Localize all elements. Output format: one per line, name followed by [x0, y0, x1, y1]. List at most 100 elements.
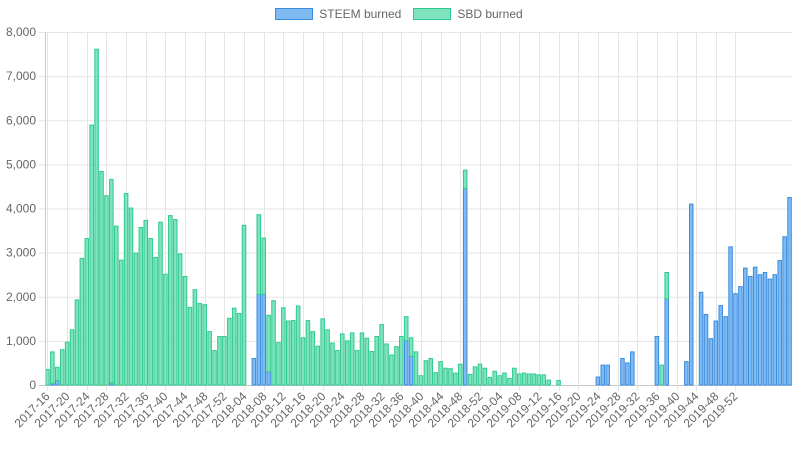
bar-steem [767, 278, 773, 386]
bar-sbd [487, 376, 493, 386]
bar-steem [688, 203, 694, 386]
bar-sbd [516, 373, 522, 386]
bar-steem [713, 320, 719, 386]
bar-sbd [133, 252, 139, 386]
legend-swatch-steem [275, 8, 314, 20]
bar-sbd [50, 351, 55, 385]
bar-sbd [310, 331, 316, 386]
bar-sbd [521, 372, 527, 386]
legend-item-sbd[interactable]: SBD burned [413, 7, 523, 21]
bar-sbd [369, 350, 375, 386]
bar-sbd [227, 317, 232, 386]
bar-sbd [664, 271, 669, 300]
bar-sbd [379, 324, 384, 386]
bar-steem [403, 340, 409, 386]
bar-sbd [354, 350, 360, 386]
bar-sbd [177, 253, 183, 386]
bar-sbd [423, 360, 429, 386]
bar-steem [787, 196, 792, 386]
bar-sbd [364, 337, 370, 386]
bar-sbd [69, 329, 75, 386]
bar-steem [777, 260, 782, 386]
bar-sbd [458, 363, 463, 386]
y-tick-label: 3,000 [6, 246, 36, 260]
bar-steem [728, 246, 733, 386]
bar-steem [747, 275, 753, 386]
bar-sbd [94, 48, 99, 386]
bar-sbd [104, 195, 109, 386]
bar-sbd [79, 257, 85, 386]
bar-steem [684, 361, 689, 386]
bar-sbd [507, 377, 512, 386]
bar-sbd [256, 214, 262, 296]
bar-sbd [197, 302, 203, 386]
bar-sbd [467, 373, 473, 386]
bar-sbd [148, 238, 153, 386]
bar-sbd [109, 178, 114, 384]
bar-sbd [320, 318, 325, 386]
bar-sbd [74, 299, 80, 386]
bar-sbd [99, 170, 104, 386]
bar-sbd [399, 335, 404, 386]
bar-sbd [315, 345, 321, 386]
bar-sbd [59, 349, 65, 386]
bar-sbd [394, 346, 399, 386]
bar-sbd [344, 340, 350, 386]
bar-sbd [659, 364, 665, 386]
bar-sbd [349, 332, 355, 386]
bar-sbd [482, 367, 488, 386]
bar-steem [664, 298, 669, 386]
bar-steem [256, 294, 262, 386]
y-tick-label: 2,000 [6, 290, 36, 304]
bar-steem [708, 338, 714, 386]
bar-sbd [202, 304, 207, 386]
bar-sbd [443, 367, 448, 386]
bar-sbd [300, 337, 306, 386]
bar-sbd [335, 350, 340, 386]
bar-steem [733, 293, 738, 386]
bar-sbd [453, 372, 458, 386]
bar-steem [772, 274, 778, 386]
bar-steem [55, 380, 60, 386]
bar-sbd [472, 366, 478, 386]
bar-sbd [168, 215, 173, 386]
bar-steem [654, 335, 660, 386]
bar-sbd [192, 289, 198, 386]
legend-label-steem: STEEM burned [319, 7, 402, 21]
bar-sbd [462, 169, 468, 190]
bar-sbd [536, 374, 542, 386]
bar-sbd [231, 307, 237, 386]
bar-sbd [217, 335, 222, 386]
bar-sbd [64, 341, 70, 386]
bar-sbd [403, 316, 409, 342]
bar-sbd [433, 372, 438, 386]
bar-sbd [290, 320, 296, 386]
legend-label-sbd: SBD burned [457, 7, 523, 21]
bar-sbd [241, 224, 247, 386]
legend-item-steem[interactable]: STEEM burned [275, 7, 401, 21]
bar-sbd [138, 226, 144, 386]
bar-steem [251, 358, 257, 386]
bar-steem [762, 271, 768, 386]
bar-steem [782, 236, 787, 386]
bar-steem [703, 313, 709, 386]
bar-sbd [438, 361, 443, 386]
bar-sbd [428, 358, 434, 386]
bar-sbd [153, 256, 158, 386]
bar-steem [752, 266, 758, 386]
bar-sbd [526, 373, 532, 386]
bar-sbd [266, 314, 271, 373]
bar-sbd [502, 372, 507, 386]
y-tick-label: 8,000 [6, 25, 36, 39]
bar-sbd [207, 331, 212, 386]
bar-sbd [384, 343, 389, 386]
bar-sbd [413, 351, 419, 386]
bar-steem [698, 291, 704, 386]
bar-sbd [158, 221, 163, 386]
bar-sbd [182, 275, 188, 386]
bar-steem [266, 371, 271, 386]
bar-sbd [45, 369, 50, 386]
bar-steem [757, 274, 763, 386]
bar-sbd [340, 333, 345, 386]
